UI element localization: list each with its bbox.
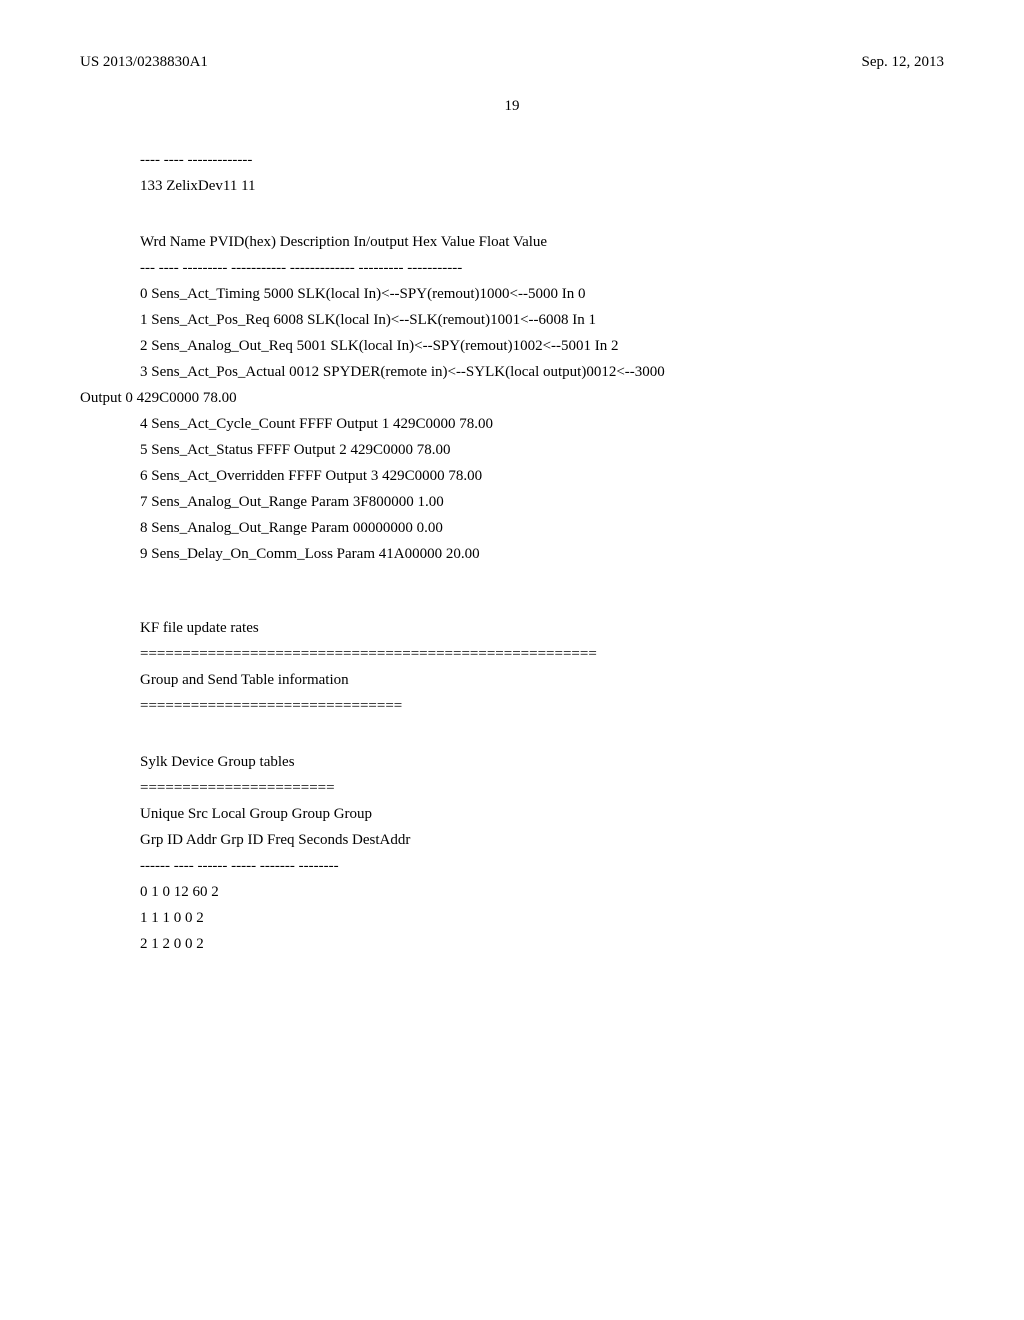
kf-sep: ========================================… bbox=[140, 642, 944, 666]
wrd-row-7: 7 Sens_Analog_Out_Range Param 3F800000 1… bbox=[140, 490, 944, 514]
wrd-row-8: 8 Sens_Analog_Out_Range Param 00000000 0… bbox=[140, 516, 944, 540]
group-row-0: 0 1 0 12 60 2 bbox=[140, 880, 944, 904]
wrd-row-5: 5 Sens_Act_Status FFFF Output 2 429C0000… bbox=[140, 438, 944, 462]
page-number: 19 bbox=[80, 94, 944, 118]
group-row-2: 2 1 2 0 0 2 bbox=[140, 932, 944, 956]
wrd-row-0: 0 Sens_Act_Timing 5000 SLK(local In)<--S… bbox=[140, 282, 944, 306]
publication-number: US 2013/0238830A1 bbox=[80, 50, 208, 74]
wrd-row-3b: Output 0 429C0000 78.00 bbox=[80, 386, 944, 410]
wrd-table-header: Wrd Name PVID(hex) Description In/output… bbox=[140, 230, 944, 254]
sylk-title: Sylk Device Group tables bbox=[140, 750, 944, 774]
group-title: Group and Send Table information bbox=[140, 668, 944, 692]
separator-line: ---- ---- ------------- bbox=[140, 148, 944, 172]
unique-header-1: Unique Src Local Group Group Group bbox=[140, 802, 944, 826]
wrd-row-2: 2 Sens_Analog_Out_Req 5001 SLK(local In)… bbox=[140, 334, 944, 358]
unique-header-2: Grp ID Addr Grp ID Freq Seconds DestAddr bbox=[140, 828, 944, 852]
device-line: 133 ZelixDev11 11 bbox=[140, 174, 944, 198]
kf-title: KF file update rates bbox=[140, 616, 944, 640]
unique-sep: ------ ---- ------ ----- ------- -------… bbox=[140, 854, 944, 878]
wrd-row-9: 9 Sens_Delay_On_Comm_Loss Param 41A00000… bbox=[140, 542, 944, 566]
group-sep: =============================== bbox=[140, 694, 944, 718]
page-header: US 2013/0238830A1 Sep. 12, 2013 bbox=[80, 50, 944, 74]
wrd-row-1: 1 Sens_Act_Pos_Req 6008 SLK(local In)<--… bbox=[140, 308, 944, 332]
wrd-table-sep: --- ---- --------- ----------- ---------… bbox=[140, 256, 944, 280]
wrd-row-6: 6 Sens_Act_Overridden FFFF Output 3 429C… bbox=[140, 464, 944, 488]
group-row-1: 1 1 1 0 0 2 bbox=[140, 906, 944, 930]
sylk-sep: ======================= bbox=[140, 776, 944, 800]
publication-date: Sep. 12, 2013 bbox=[862, 50, 945, 74]
wrd-row-3a: 3 Sens_Act_Pos_Actual 0012 SPYDER(remote… bbox=[140, 360, 944, 384]
wrd-row-4: 4 Sens_Act_Cycle_Count FFFF Output 1 429… bbox=[140, 412, 944, 436]
